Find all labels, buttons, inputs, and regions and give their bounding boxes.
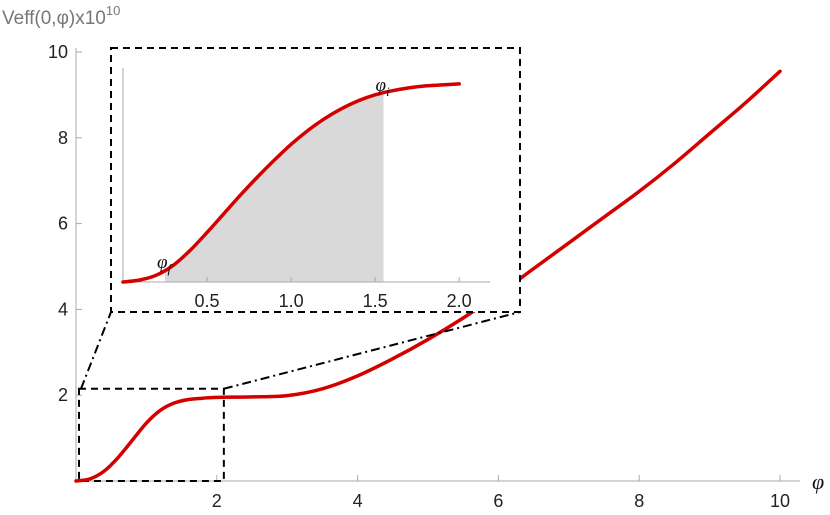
inset-x-tick-label: 1.0: [279, 291, 304, 311]
y-axis-title-base: Veff(0,φ)x10: [2, 8, 106, 29]
y-tick-label: 2: [58, 385, 68, 405]
inset-x-tick-label: 2.0: [447, 291, 472, 311]
y-tick-label: 4: [58, 299, 68, 319]
inset-annotation-i: φi: [376, 75, 391, 99]
x-tick-label: 2: [212, 491, 222, 511]
y-tick-label: 8: [58, 128, 68, 148]
y-axis-title-exponent: 10: [106, 3, 120, 18]
zoom-connector-left: [80, 311, 112, 390]
x-tick-label: 8: [634, 491, 644, 511]
annotation-symbol: φ: [157, 252, 168, 273]
inset-x-tick-label: 1.5: [363, 291, 388, 311]
annotation-symbol: φ: [376, 75, 387, 96]
inset-x-tick-label: 0.5: [195, 291, 220, 311]
y-axis-title: Veff(0,φ)x1010: [2, 3, 120, 29]
inset-frame: [110, 47, 521, 313]
x-axis-title: φ: [812, 469, 824, 494]
annotation-subscript: i: [386, 84, 390, 99]
x-tick-label: 6: [493, 491, 503, 511]
inset-shaded-area: [165, 92, 384, 282]
main-plot-layer: 2 4 6 8 10 2 4 6 8 10: [48, 42, 800, 511]
inset-annotation-f: φf: [157, 252, 174, 276]
x-tick-label: 10: [770, 491, 790, 511]
y-tick-label: 6: [58, 214, 68, 234]
y-tick-label: 10: [48, 42, 68, 62]
annotation-subscript: f: [168, 261, 174, 276]
inset-series-line: [121, 82, 461, 284]
zoom-region-box: [78, 387, 225, 483]
main-series-line: [74, 69, 782, 483]
x-tick-label: 4: [353, 491, 363, 511]
zoom-connector-right: [223, 311, 521, 390]
